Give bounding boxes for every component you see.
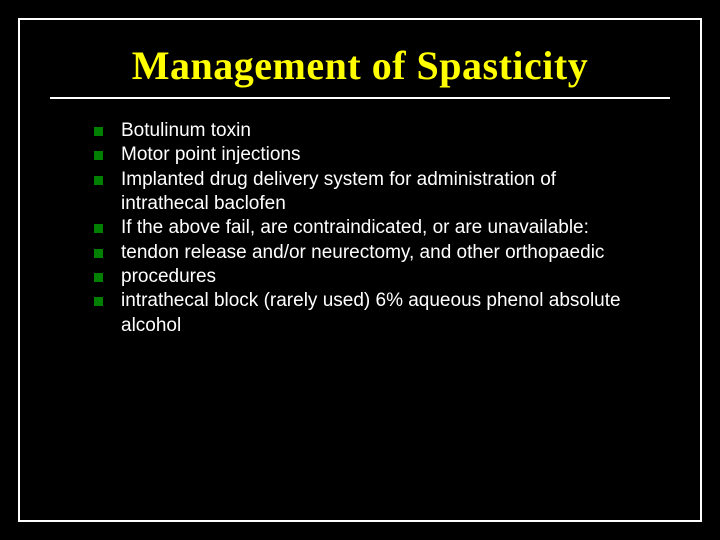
- square-bullet-icon: [94, 249, 103, 258]
- slide-frame: Management of Spasticity Botulinum toxin…: [18, 18, 702, 522]
- square-bullet-icon: [94, 273, 103, 282]
- square-bullet-icon: [94, 297, 103, 306]
- bullet-list: Botulinum toxin Motor point injections I…: [20, 113, 700, 338]
- list-item-text: If the above fail, are contraindicated, …: [121, 216, 589, 240]
- list-item: Motor point injections: [94, 143, 646, 167]
- list-item: If the above fail, are contraindicated, …: [94, 216, 646, 240]
- square-bullet-icon: [94, 176, 103, 185]
- list-item-text: Botulinum toxin: [121, 119, 251, 143]
- list-item-text: intrathecal block (rarely used) 6% aqueo…: [121, 289, 646, 338]
- list-item: intrathecal block (rarely used) 6% aqueo…: [94, 289, 646, 338]
- slide: Management of Spasticity Botulinum toxin…: [0, 0, 720, 540]
- list-item: tendon release and/or neurectomy, and ot…: [94, 241, 646, 265]
- square-bullet-icon: [94, 151, 103, 160]
- list-item: Implanted drug delivery system for admin…: [94, 168, 646, 217]
- list-item-text: procedures: [121, 265, 216, 289]
- list-item: Botulinum toxin: [94, 119, 646, 143]
- square-bullet-icon: [94, 224, 103, 233]
- list-item-text: tendon release and/or neurectomy, and ot…: [121, 241, 604, 265]
- list-item: procedures: [94, 265, 646, 289]
- list-item-text: Motor point injections: [121, 143, 301, 167]
- list-item-text: Implanted drug delivery system for admin…: [121, 168, 646, 217]
- slide-title: Management of Spasticity: [50, 42, 670, 99]
- square-bullet-icon: [94, 127, 103, 136]
